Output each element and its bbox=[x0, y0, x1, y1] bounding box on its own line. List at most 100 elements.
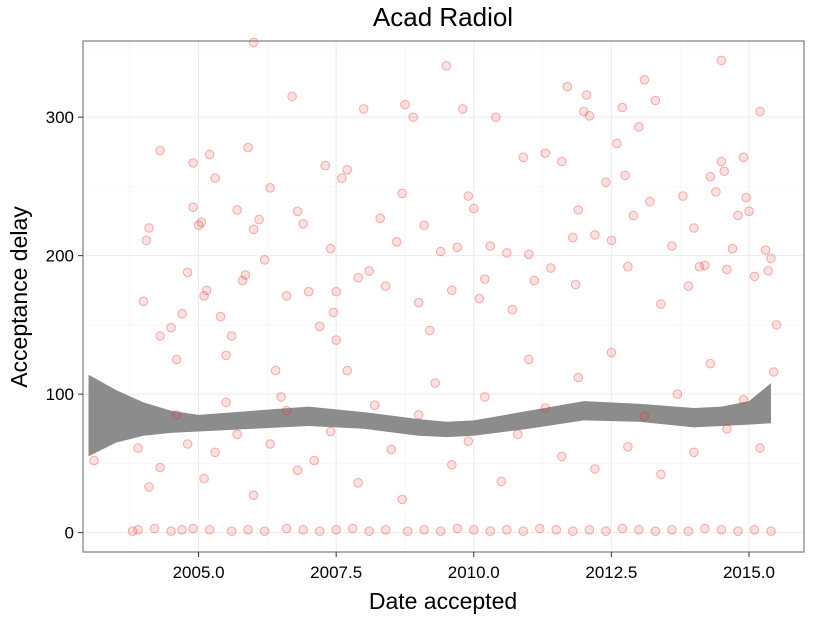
data-point bbox=[358, 104, 369, 114]
data-point bbox=[166, 526, 176, 537]
data-point bbox=[419, 220, 430, 230]
data-point bbox=[386, 444, 397, 455]
data-point bbox=[331, 525, 342, 535]
data-point bbox=[364, 526, 375, 537]
data-point bbox=[540, 403, 551, 413]
y-tick-label: 100 bbox=[46, 385, 74, 404]
data-point bbox=[620, 170, 630, 181]
data-point bbox=[259, 526, 270, 537]
data-point bbox=[447, 460, 457, 470]
data-point bbox=[606, 347, 617, 358]
data-point bbox=[678, 191, 688, 201]
data-point bbox=[419, 525, 430, 535]
data-point bbox=[182, 267, 193, 278]
data-point bbox=[568, 526, 578, 537]
data-point bbox=[265, 439, 275, 449]
data-point bbox=[89, 455, 99, 466]
data-point bbox=[248, 490, 259, 501]
data-point bbox=[325, 243, 336, 254]
data-point bbox=[557, 156, 567, 167]
data-point bbox=[568, 232, 578, 243]
data-point bbox=[502, 248, 512, 258]
y-tick-label: 200 bbox=[46, 247, 74, 266]
data-point bbox=[667, 241, 677, 251]
data-point bbox=[689, 223, 699, 233]
data-point bbox=[535, 523, 545, 534]
data-point bbox=[298, 525, 309, 535]
data-point bbox=[529, 275, 540, 286]
data-point bbox=[469, 525, 479, 535]
data-point bbox=[309, 455, 320, 466]
data-point bbox=[171, 410, 182, 420]
data-point bbox=[700, 260, 710, 271]
data-point bbox=[727, 243, 738, 254]
data-point bbox=[590, 464, 600, 474]
data-point bbox=[628, 210, 639, 221]
data-point bbox=[149, 523, 160, 534]
data-point bbox=[400, 99, 410, 110]
data-point bbox=[265, 183, 275, 193]
data-point bbox=[606, 235, 617, 246]
data-point bbox=[380, 525, 391, 535]
data-point bbox=[760, 245, 771, 255]
data-point bbox=[485, 526, 496, 537]
data-point bbox=[763, 266, 774, 276]
data-point bbox=[601, 526, 611, 537]
x-tick-label: 2007.5 bbox=[310, 563, 362, 582]
data-point bbox=[650, 95, 661, 106]
x-axis: 2005.0 2007.5 2010.0 2012.5 2015.0 bbox=[173, 552, 775, 582]
data-point bbox=[243, 142, 253, 153]
data-point bbox=[524, 354, 534, 365]
chart-title: Acad Radiol bbox=[373, 2, 513, 32]
data-point bbox=[199, 473, 209, 484]
data-point bbox=[430, 378, 441, 388]
x-tick-label: 2010.0 bbox=[448, 563, 500, 582]
data-point bbox=[507, 304, 518, 315]
data-point bbox=[380, 281, 391, 291]
data-point bbox=[342, 165, 353, 175]
y-tick-label: 300 bbox=[46, 108, 74, 127]
data-point bbox=[623, 442, 633, 452]
data-point bbox=[336, 173, 347, 183]
data-point bbox=[749, 271, 760, 282]
data-point bbox=[518, 526, 529, 537]
data-point bbox=[634, 122, 644, 132]
plot-panel-border bbox=[82, 40, 805, 553]
data-point bbox=[133, 443, 143, 453]
data-point bbox=[204, 149, 215, 160]
data-point bbox=[755, 443, 765, 453]
data-point bbox=[573, 372, 584, 383]
data-point bbox=[221, 350, 231, 361]
y-axis: 0 100 200 300 bbox=[46, 108, 83, 543]
data-point bbox=[303, 286, 314, 297]
data-point bbox=[722, 424, 732, 434]
data-point bbox=[496, 476, 507, 487]
x-tick-label: 2012.5 bbox=[585, 563, 637, 582]
data-point bbox=[452, 523, 463, 534]
x-axis-title: Date accepted bbox=[369, 588, 517, 614]
data-point bbox=[364, 266, 375, 276]
data-point bbox=[711, 187, 721, 197]
data-point bbox=[325, 426, 336, 437]
data-point bbox=[612, 138, 622, 149]
data-point bbox=[502, 525, 512, 535]
data-point bbox=[716, 525, 727, 535]
data-point bbox=[331, 286, 342, 297]
data-point bbox=[469, 203, 479, 214]
data-point bbox=[705, 358, 716, 369]
data-point bbox=[182, 439, 193, 449]
data-point bbox=[617, 102, 628, 113]
data-point bbox=[259, 254, 270, 265]
data-point bbox=[645, 196, 655, 207]
data-point bbox=[573, 205, 584, 215]
data-point bbox=[248, 37, 259, 48]
data-point bbox=[232, 429, 242, 440]
data-point bbox=[601, 177, 611, 188]
data-point bbox=[196, 217, 207, 228]
data-point bbox=[155, 331, 165, 341]
data-point bbox=[524, 249, 534, 260]
data-point bbox=[579, 106, 589, 117]
data-point bbox=[694, 261, 705, 272]
data-point bbox=[237, 275, 248, 286]
